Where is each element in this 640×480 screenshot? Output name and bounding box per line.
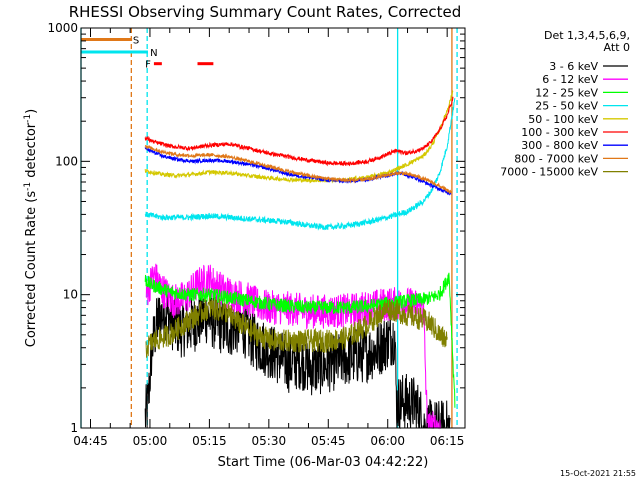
x-tick-label: 06:00 bbox=[370, 434, 405, 448]
series-line-25-50-kev bbox=[144, 98, 456, 231]
series-line-800-7000-kev bbox=[144, 144, 452, 195]
x-tick-label: 05:30 bbox=[252, 434, 287, 448]
y-axis-label-mid: detector bbox=[24, 122, 39, 182]
legend-label-7000-15000-kev: 7000 - 15000 keV bbox=[500, 166, 598, 179]
chart-title: RHESSI Observing Summary Count Rates, Co… bbox=[69, 3, 462, 21]
plot-frame bbox=[80, 27, 466, 429]
flag-label-n: N bbox=[150, 48, 157, 59]
legend-title-detectors: Det 1,3,4,5,6,9, bbox=[544, 29, 630, 42]
legend-label-100-300-kev: 100 - 300 keV bbox=[521, 126, 598, 139]
legend-label-12-25-kev: 12 - 25 keV bbox=[535, 86, 598, 99]
x-tick-label: 05:45 bbox=[311, 434, 346, 448]
orbit-lines bbox=[80, 28, 458, 428]
x-axis-label: Start Time (06-Mar-03 04:42:22) bbox=[218, 455, 429, 470]
x-tick-label: 05:15 bbox=[192, 434, 227, 448]
y-tick-label: 10 bbox=[63, 288, 78, 302]
legend-title-attenuator: Att 0 bbox=[604, 41, 630, 54]
flag-bars: SNF bbox=[81, 35, 214, 71]
footer-date: 15-Oct-2021 21:55 bbox=[560, 469, 636, 478]
series-line-100-300-kev bbox=[144, 96, 454, 167]
y-axis-label-sup-1: -1 bbox=[23, 182, 33, 191]
legend-label-6-12-kev: 6 - 12 keV bbox=[542, 73, 598, 86]
y-axis-label-sup-2: -1 bbox=[23, 114, 33, 123]
series-line-50-100-kev bbox=[144, 89, 454, 184]
y-axis-label: Corrected Count Rate (s-1 detector-1) bbox=[23, 109, 39, 347]
y-axis-label-end: ) bbox=[24, 109, 39, 114]
flag-label-s: S bbox=[133, 35, 139, 46]
x-tick-label: 04:45 bbox=[73, 434, 108, 448]
legend-label-3-6-kev: 3 - 6 keV bbox=[549, 60, 598, 73]
y-tick-label: 100 bbox=[55, 154, 78, 168]
y-tick-label: 1 bbox=[70, 421, 78, 435]
y-tick-label: 1000 bbox=[47, 21, 78, 35]
x-tick-label: 06:15 bbox=[430, 434, 465, 448]
x-tick-label: 05:00 bbox=[133, 434, 168, 448]
legend-label-25-50-kev: 25 - 50 keV bbox=[535, 100, 598, 113]
series-line-7000-15000-kev bbox=[145, 297, 448, 358]
series-lines bbox=[144, 89, 456, 430]
series-line-12-25-kev bbox=[144, 272, 456, 408]
axes: 1 10 100 1000 04:45 05:00 05:15 05:30 05:45 06:00… bbox=[47, 21, 465, 448]
y-axis-label-main: Corrected Count Rate (s bbox=[24, 191, 39, 348]
legend-label-300-800-kev: 300 - 800 keV bbox=[521, 139, 598, 152]
legend-label-800-7000-kev: 800 - 7000 keV bbox=[514, 152, 598, 165]
flag-label-f: F bbox=[145, 60, 151, 71]
legend-label-50-100-kev: 50 - 100 keV bbox=[528, 113, 598, 126]
